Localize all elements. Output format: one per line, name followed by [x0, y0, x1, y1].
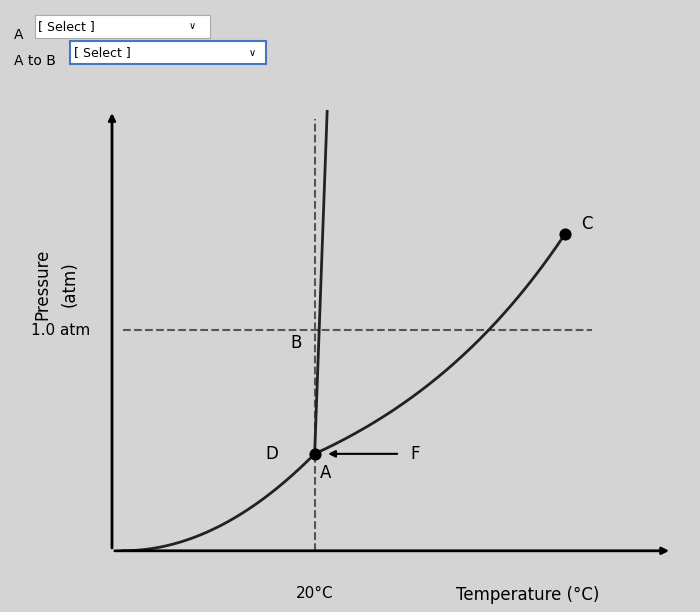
- Text: [ Select ]: [ Select ]: [74, 46, 130, 59]
- Text: ∨: ∨: [248, 48, 256, 58]
- Text: A: A: [14, 28, 24, 42]
- Point: [560, 229, 571, 239]
- Text: 20°C: 20°C: [296, 586, 333, 601]
- Text: ∨: ∨: [189, 21, 196, 31]
- Text: Pressure: Pressure: [33, 249, 51, 320]
- Text: [ Select ]: [ Select ]: [38, 20, 95, 33]
- Text: C: C: [581, 215, 593, 233]
- Text: 1.0 atm: 1.0 atm: [32, 323, 91, 338]
- Text: Temperature (°C): Temperature (°C): [456, 586, 600, 604]
- Text: D: D: [265, 445, 279, 463]
- Text: A: A: [320, 464, 331, 482]
- Text: F: F: [411, 445, 420, 463]
- Text: (atm): (atm): [61, 262, 79, 307]
- Point: [309, 449, 321, 459]
- Text: B: B: [290, 334, 301, 352]
- Text: A to B: A to B: [14, 54, 56, 68]
